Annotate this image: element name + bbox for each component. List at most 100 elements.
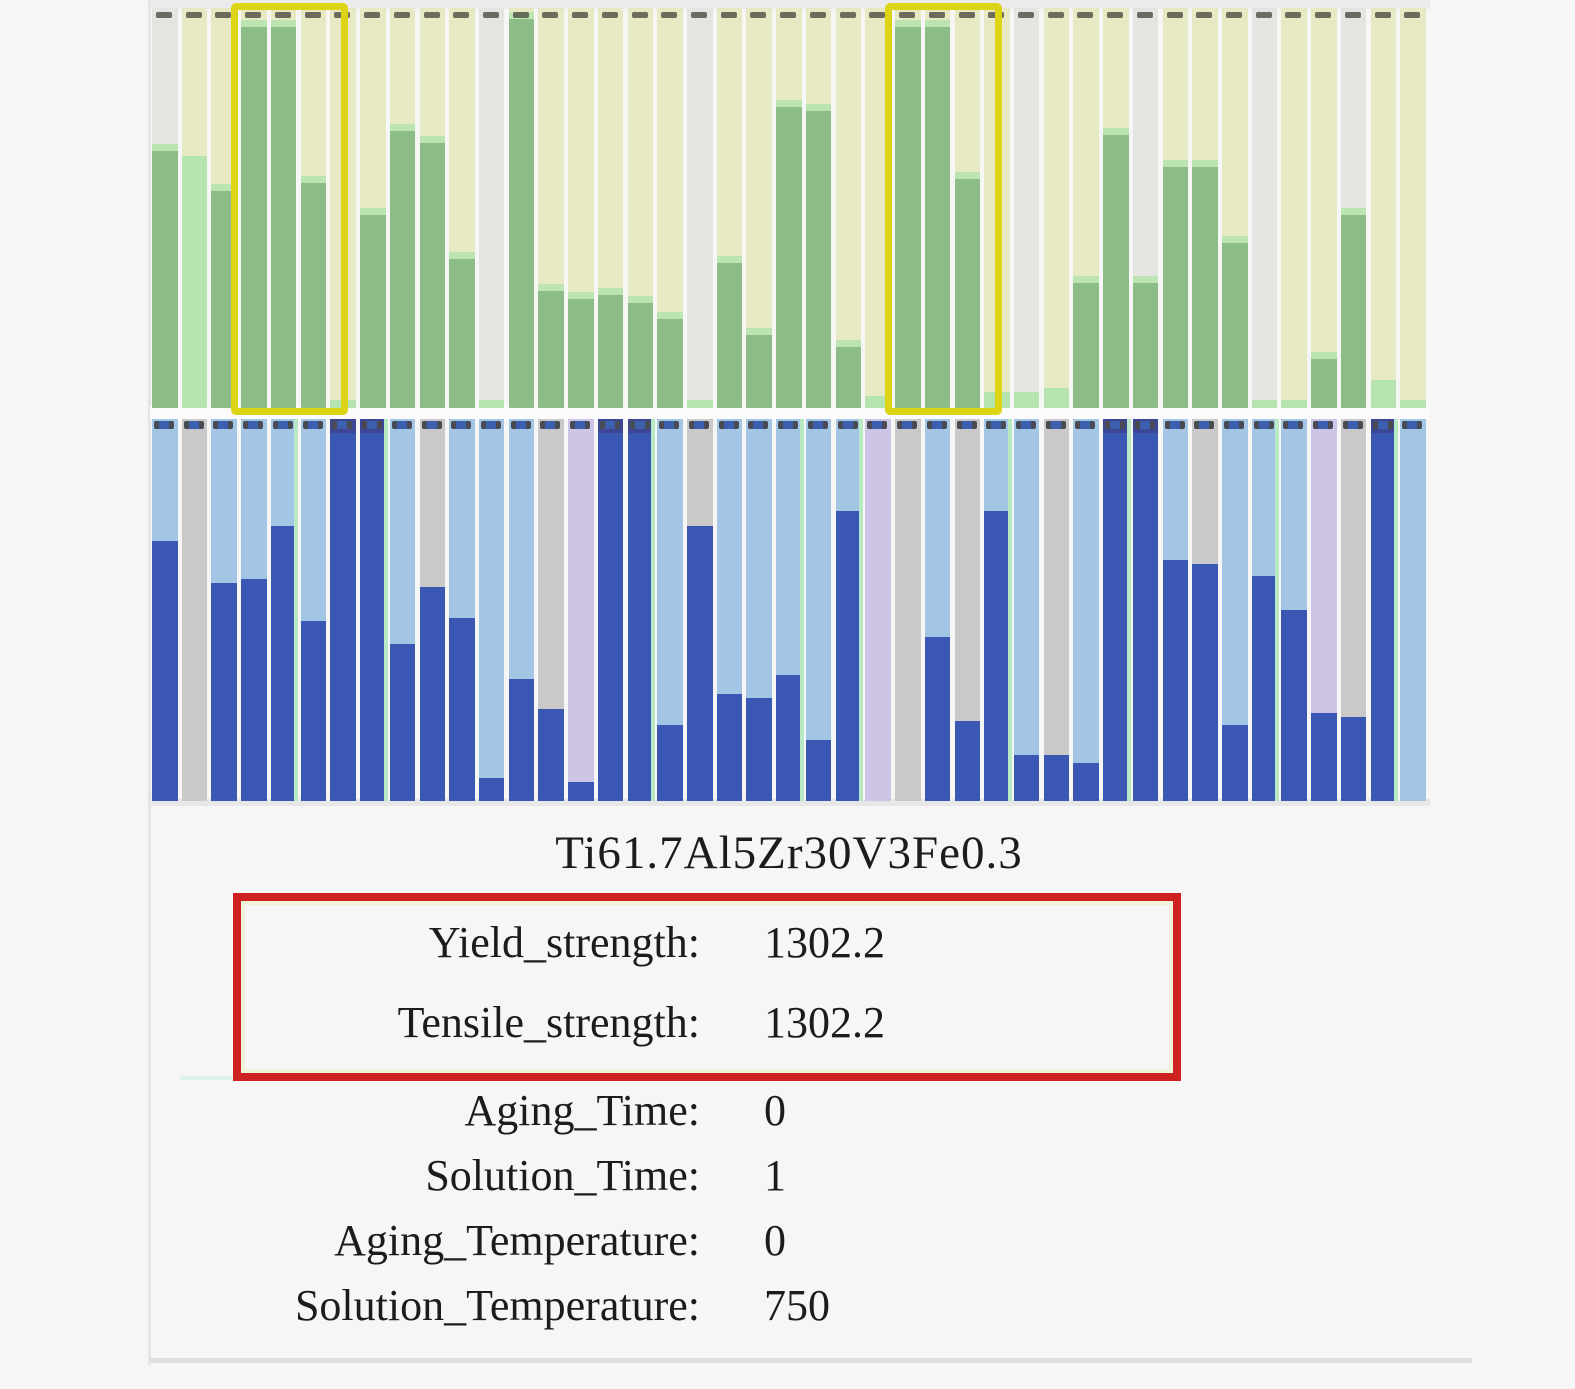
column-tick-mark — [720, 12, 737, 18]
blue-bar — [597, 419, 624, 801]
green-bar — [152, 144, 178, 408]
column-tick-mark — [659, 421, 680, 429]
blue-column — [1192, 419, 1218, 801]
green-bar — [181, 156, 208, 408]
column-tick-mark — [572, 12, 589, 18]
column-tick-mark — [748, 421, 769, 429]
blue-bar — [360, 419, 386, 801]
green-column — [627, 8, 653, 408]
column-tick-mark — [1107, 12, 1124, 18]
column-tick-mark — [453, 12, 470, 18]
blue-bar — [1251, 576, 1278, 801]
blue-column — [1400, 419, 1426, 801]
blue-column — [1132, 419, 1159, 801]
column-tick-mark — [601, 12, 618, 18]
green-column — [1251, 8, 1278, 408]
column-tick-mark — [599, 421, 620, 429]
blue-bar — [1370, 419, 1397, 801]
blue-bar — [449, 618, 475, 801]
green-column — [181, 8, 208, 408]
green-column — [895, 8, 921, 408]
blue-column — [1340, 419, 1367, 801]
column-tick-mark — [1372, 421, 1393, 429]
blue-bar — [805, 740, 832, 801]
blue-bar — [984, 511, 1010, 801]
green-column — [746, 8, 772, 408]
green-column — [1192, 8, 1218, 408]
column-tick-mark — [1077, 12, 1094, 18]
column-tick-mark — [867, 421, 888, 429]
blue-column — [270, 419, 299, 801]
column-tick-mark — [750, 12, 767, 18]
column-tick-mark — [928, 12, 945, 18]
green-bar — [1162, 160, 1188, 408]
column-tick-mark — [1255, 12, 1272, 18]
property-row-solution-time: Solution_Time: 1 — [160, 1148, 1260, 1203]
column-tick-mark — [154, 421, 174, 429]
green-bar — [895, 20, 921, 408]
green-bar — [1340, 208, 1367, 408]
property-row-yield-strength: Yield_strength: 1302.2 — [160, 915, 1260, 970]
column-tick-mark — [809, 12, 826, 18]
column-tick-mark — [1313, 421, 1334, 429]
green-bar — [687, 400, 713, 408]
solution-temperature-value: 750 — [764, 1281, 830, 1330]
column-tick-mark — [1166, 12, 1183, 18]
mint-stripe — [1007, 419, 1012, 801]
green-bar — [1192, 160, 1218, 408]
property-row-solution-temperature: Solution_Temperature: 750 — [160, 1278, 1260, 1333]
column-tick-mark — [1164, 421, 1185, 429]
blue-bar — [835, 511, 862, 801]
column-tick-mark — [332, 421, 353, 429]
column-tick-mark — [185, 12, 202, 18]
strength-highlight-box — [233, 893, 1181, 1081]
blue-bar — [1162, 560, 1188, 801]
column-tick-mark — [1134, 421, 1155, 429]
column-tick-mark — [364, 12, 380, 18]
blue-column — [805, 419, 832, 801]
column-tick-mark — [691, 12, 707, 18]
blue-column — [895, 419, 921, 801]
green-bar — [538, 284, 564, 408]
yellow-box-2 — [885, 3, 1002, 415]
blue-encoding-strip — [152, 419, 1430, 801]
aging-temperature-label: Aging_Temperature: — [334, 1216, 700, 1265]
green-bar — [954, 172, 980, 408]
green-bar — [865, 396, 891, 408]
column-tick-mark — [926, 421, 947, 429]
green-column — [478, 8, 505, 408]
blue-bar — [270, 526, 297, 801]
green-bar — [1370, 380, 1397, 408]
green-column — [687, 8, 713, 408]
blue-bar — [657, 725, 683, 801]
green-column — [924, 8, 951, 408]
aging-time-label: Aging_Time: — [464, 1086, 700, 1135]
blue-column — [1073, 419, 1099, 801]
aging-temperature-value: 0 — [764, 1216, 786, 1265]
blue-column — [181, 419, 208, 801]
green-bar — [270, 20, 297, 408]
column-tick-mark — [1075, 421, 1096, 429]
green-column — [1043, 8, 1070, 408]
blue-column — [1162, 419, 1188, 801]
green-column — [1132, 8, 1159, 408]
blue-column — [597, 419, 624, 801]
blue-column — [1251, 419, 1280, 801]
blue-column — [954, 419, 980, 801]
blue-bar — [1103, 419, 1129, 801]
column-tick-mark — [570, 421, 591, 429]
green-bar — [776, 100, 802, 408]
blue-bar — [1192, 564, 1218, 801]
green-bar — [1222, 236, 1248, 408]
column-tick-mark — [780, 12, 797, 18]
bottom-divider-line — [150, 1358, 1472, 1363]
column-tick-mark — [1374, 12, 1391, 18]
blue-column — [924, 419, 951, 801]
column-tick-mark — [631, 12, 648, 18]
blue-column — [776, 419, 804, 801]
blue-bar — [508, 679, 535, 801]
mint-stripe — [1275, 419, 1280, 801]
column-tick-mark — [272, 421, 293, 429]
aging-time-value: 0 — [764, 1086, 786, 1135]
alloy-formula-title: Ti61.7Al5Zr30V3Fe0.3 — [555, 827, 1023, 879]
